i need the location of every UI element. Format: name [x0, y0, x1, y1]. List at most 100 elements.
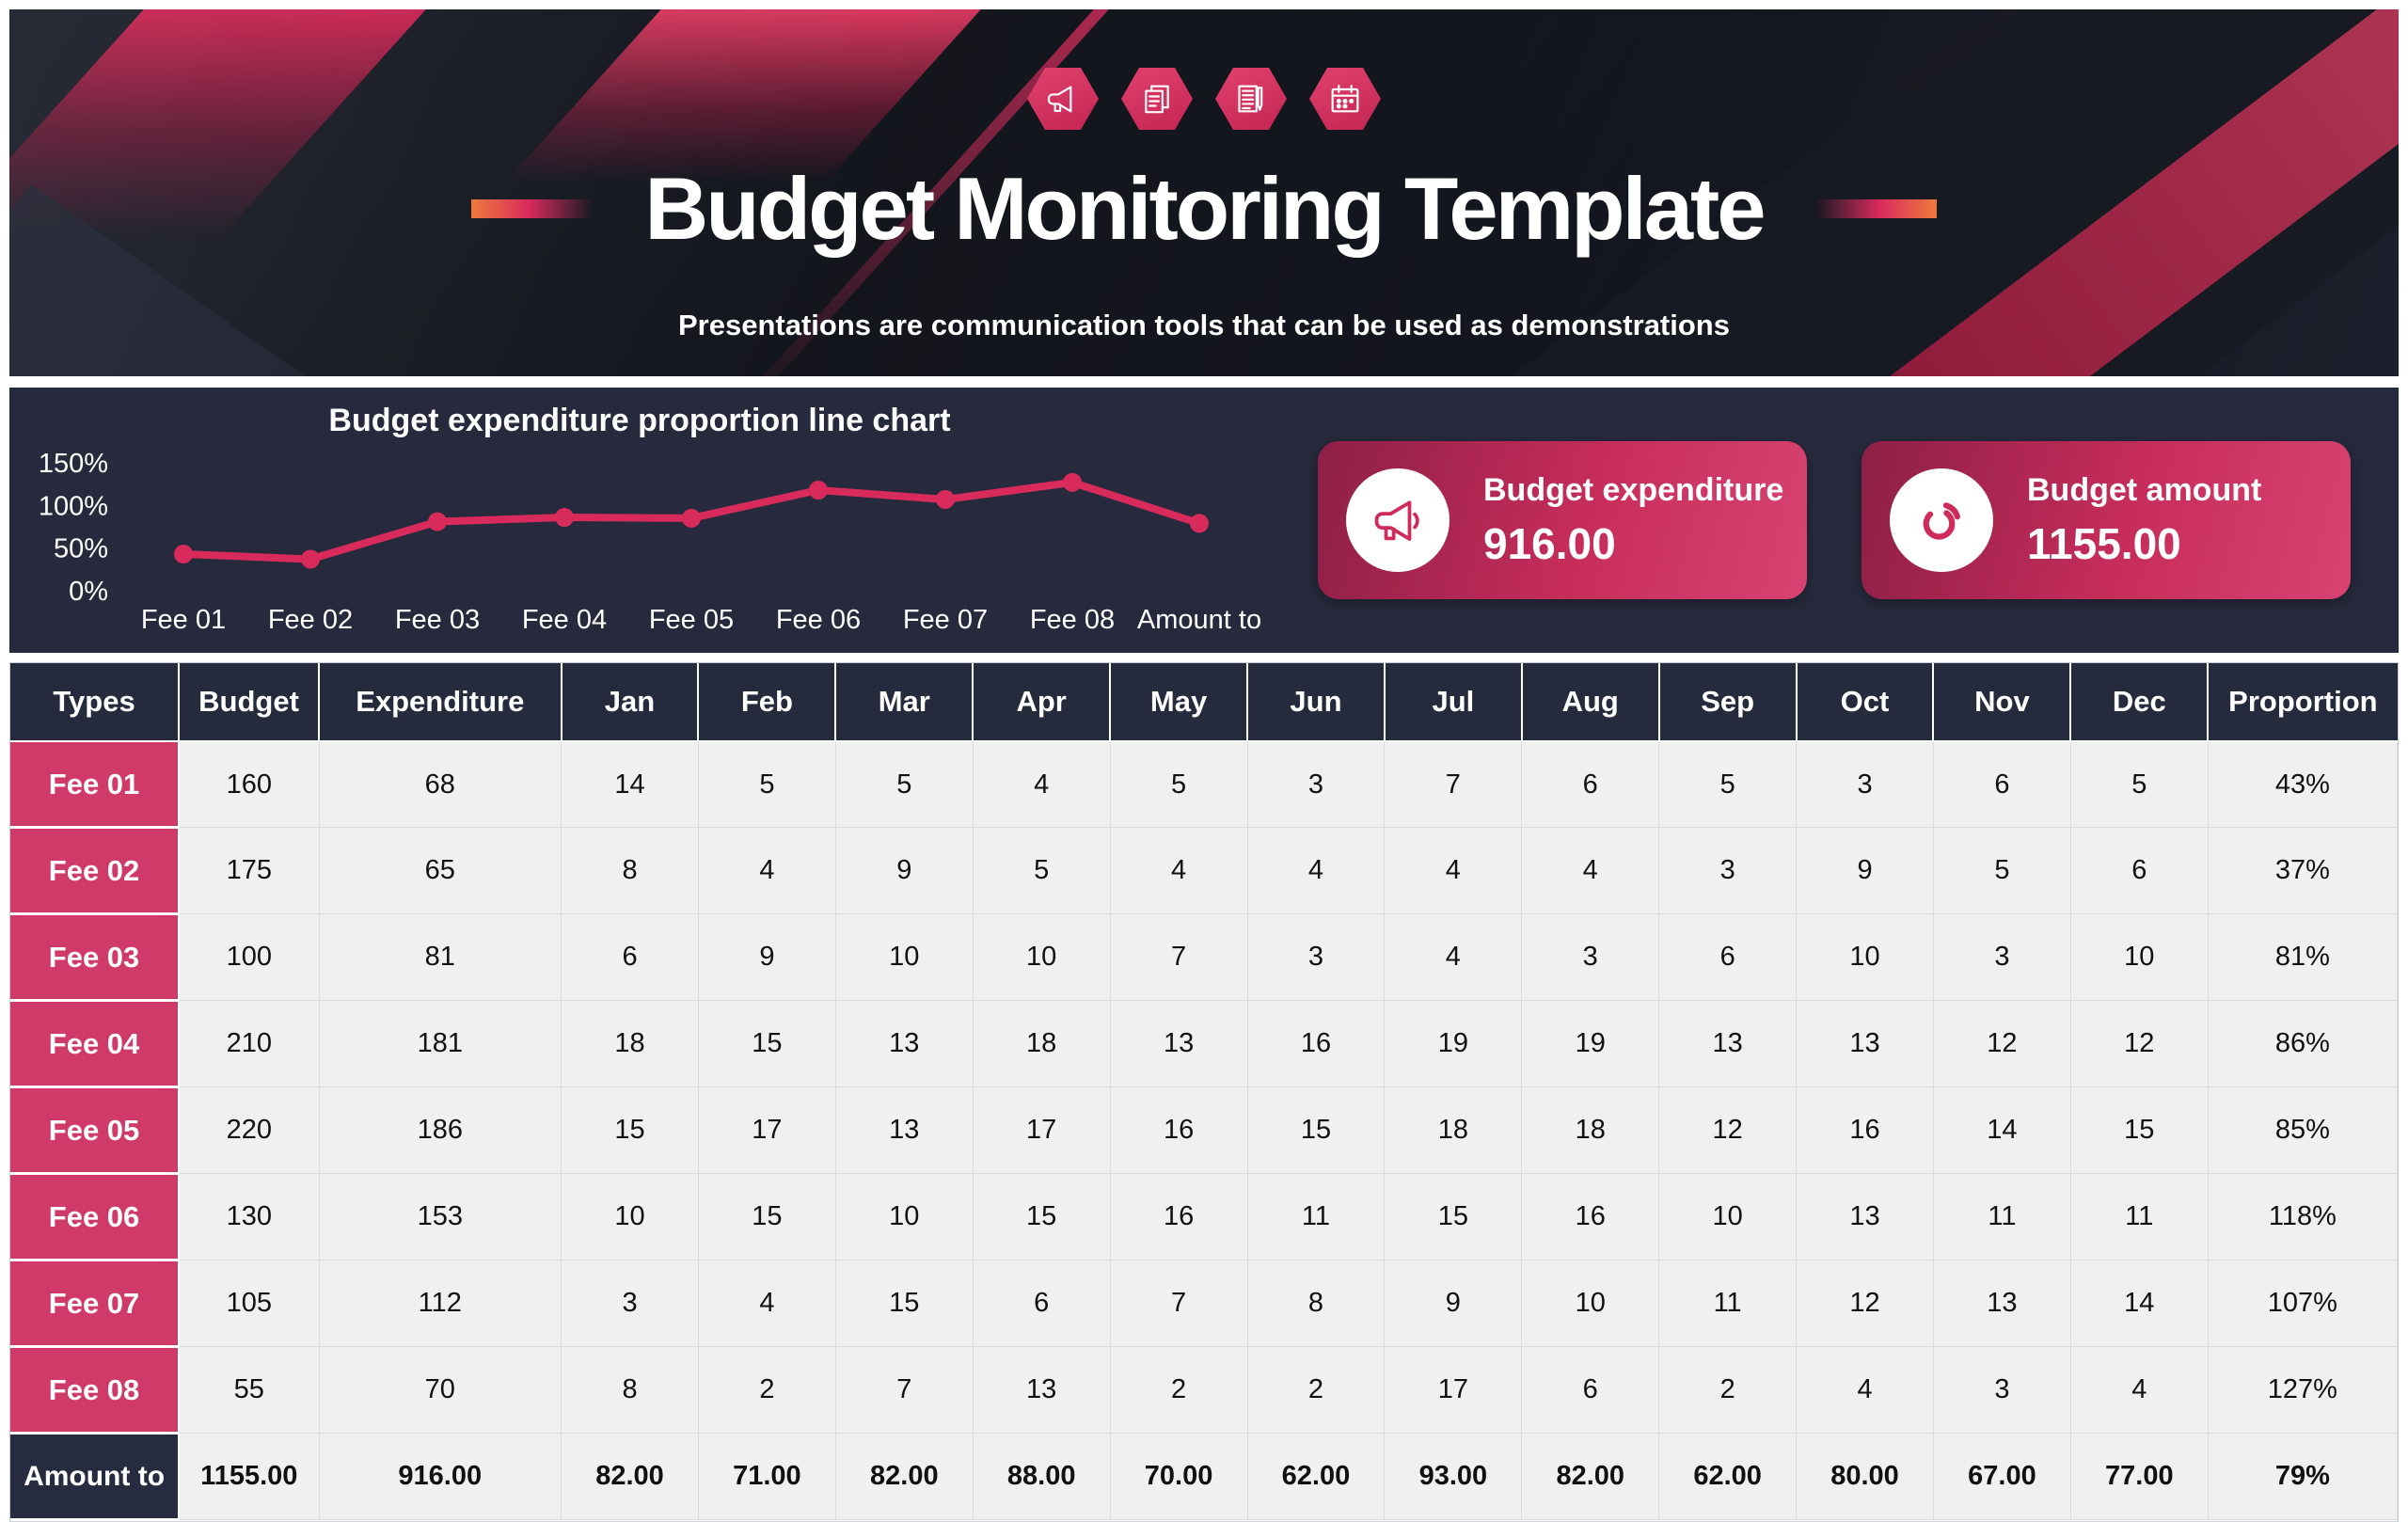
- svg-text:0%: 0%: [69, 577, 108, 607]
- table-cell: 6: [1521, 740, 1660, 828]
- svg-text:Fee 07: Fee 07: [903, 605, 988, 635]
- table-cell: 4: [1796, 1346, 1934, 1434]
- table-row: Fee 05 220 186 15 17 13 17 16 15 18 18 12 16 14 15 85%: [10, 1086, 2399, 1175]
- table-cell: 71.00: [697, 1433, 836, 1520]
- table-row: Amount to 1155.00 916.00 82.00 71.00 82.00 88.…: [10, 1433, 2399, 1521]
- title-accent-bar-left: [471, 199, 593, 218]
- table-cell: 70: [318, 1346, 562, 1434]
- table-cell: 82.00: [1521, 1433, 1660, 1520]
- column-header-expenditure: Expenditure: [319, 663, 562, 742]
- table-cell: 6: [1521, 1346, 1660, 1434]
- table-cell: 6: [2069, 827, 2209, 914]
- page-subtitle: Presentations are communication tools th…: [678, 309, 1730, 341]
- table-cell: 13: [1796, 1173, 1934, 1260]
- table-cell: 210: [178, 1000, 320, 1087]
- table-cell: 62.00: [1658, 1433, 1798, 1520]
- table-cell: 13: [1932, 1260, 2071, 1347]
- table-cell: 16: [1109, 1086, 1248, 1174]
- column-header-aug: Aug: [1521, 663, 1660, 742]
- table-cell: 2: [1109, 1346, 1248, 1434]
- table-cell: 81%: [2207, 913, 2399, 1001]
- table-cell: 186: [318, 1086, 562, 1174]
- svg-text:Fee 05: Fee 05: [649, 605, 734, 635]
- table-cell: 17: [972, 1086, 1111, 1174]
- table-cell: 81: [318, 913, 562, 1001]
- chart-title: Budget expenditure proportion line chart: [328, 403, 951, 438]
- table-cell: 8: [561, 1346, 699, 1434]
- table-cell: 15: [1384, 1173, 1523, 1260]
- table-cell: 37%: [2207, 827, 2399, 914]
- row-header: Fee 01: [10, 741, 181, 829]
- svg-text:50%: 50%: [54, 534, 108, 564]
- table-cell: 18: [972, 1000, 1111, 1087]
- table-cell: 7: [1109, 913, 1248, 1001]
- table-cell: 43%: [2207, 740, 2399, 828]
- table-cell: 82.00: [834, 1433, 974, 1520]
- table-cell: 10: [834, 1173, 974, 1260]
- table-cell: 2: [697, 1346, 836, 1434]
- table-cell: 5: [972, 827, 1111, 914]
- table-header-row: Types Budget Expenditure Jan Feb Mar Apr May Jun…: [10, 663, 2398, 742]
- table-cell: 15: [834, 1260, 974, 1347]
- table-cell: 4: [1109, 827, 1248, 914]
- column-header-mar: Mar: [835, 663, 974, 742]
- table-cell: 6: [561, 913, 699, 1001]
- table-cell: 1155.00: [178, 1433, 320, 1520]
- table-cell: 86%: [2207, 1000, 2399, 1087]
- budget-proportion-line-chart: 150% 100% 50% 0% Fee 01 Fee 02 Fee 03 Fee 04 Fee…: [39, 449, 1261, 635]
- card-value: 916.00: [1483, 518, 1616, 568]
- table-cell: 67.00: [1932, 1433, 2071, 1520]
- table-cell: 16: [1246, 1000, 1386, 1087]
- table-cell: 8: [1246, 1260, 1386, 1347]
- table-cell: 2: [1246, 1346, 1386, 1434]
- row-header: Fee 06: [10, 1173, 181, 1261]
- table-cell: 13: [834, 1000, 974, 1087]
- table-cell: 7: [834, 1346, 974, 1434]
- table-cell: 16: [1796, 1086, 1934, 1174]
- svg-text:Fee 08: Fee 08: [1030, 605, 1115, 635]
- table-cell: 13: [972, 1346, 1111, 1434]
- row-header: Fee 04: [10, 1000, 181, 1088]
- table-cell: 3: [1796, 740, 1934, 828]
- svg-text:100%: 100%: [39, 491, 108, 521]
- table-cell: 4: [697, 1260, 836, 1347]
- table-cell: 88.00: [972, 1433, 1111, 1520]
- table-cell: 4: [1521, 827, 1660, 914]
- table-cell: 16: [1521, 1173, 1660, 1260]
- title-accent-bar-right: [1815, 199, 1937, 218]
- table-cell: 153: [318, 1173, 562, 1260]
- table-cell: 175: [178, 827, 320, 914]
- table-cell: 3: [1521, 913, 1660, 1001]
- table-cell: 112: [318, 1260, 562, 1347]
- budget-monitoring-slide: Budget Monitoring Template Presentations…: [9, 9, 2399, 1522]
- table-row: Fee 02 175 65 8 4 9 5 4 4 4 4 3 9 5 6 37%: [10, 827, 2399, 915]
- table-cell: 5: [2069, 740, 2209, 828]
- table-cell: 12: [1796, 1260, 1934, 1347]
- table-cell: 5: [1109, 740, 1248, 828]
- table-cell: 18: [1521, 1086, 1660, 1174]
- table-cell: 4: [1246, 827, 1386, 914]
- table-cell: 15: [697, 1000, 836, 1087]
- table-cell: 14: [1932, 1086, 2071, 1174]
- column-header-jul: Jul: [1384, 663, 1523, 742]
- row-header: Amount to: [10, 1433, 181, 1521]
- table-cell: 17: [697, 1086, 836, 1174]
- table-cell: 18: [561, 1000, 699, 1087]
- table-row: Fee 07 105 112 3 4 15 6 7 8 9 10 11 12 13 14 107%: [10, 1260, 2399, 1348]
- megaphone-icon: [1027, 68, 1099, 130]
- table-cell: 93.00: [1384, 1433, 1523, 1520]
- table-cell: 3: [1658, 827, 1798, 914]
- table-cell: 181: [318, 1000, 562, 1087]
- table-cell: 15: [2069, 1086, 2209, 1174]
- table-cell: 9: [1384, 1260, 1523, 1347]
- chart-panel: Budget expenditure proportion line chart…: [9, 388, 2399, 653]
- table-cell: 62.00: [1246, 1433, 1386, 1520]
- table-cell: 4: [1384, 827, 1523, 914]
- table-cell: 5: [1658, 740, 1798, 828]
- svg-text:Fee 01: Fee 01: [141, 605, 226, 635]
- column-header-may: May: [1110, 663, 1249, 742]
- table-cell: 14: [561, 740, 699, 828]
- table-cell: 100: [178, 913, 320, 1001]
- table-cell: 65: [318, 827, 562, 914]
- table-cell: 5: [1932, 827, 2071, 914]
